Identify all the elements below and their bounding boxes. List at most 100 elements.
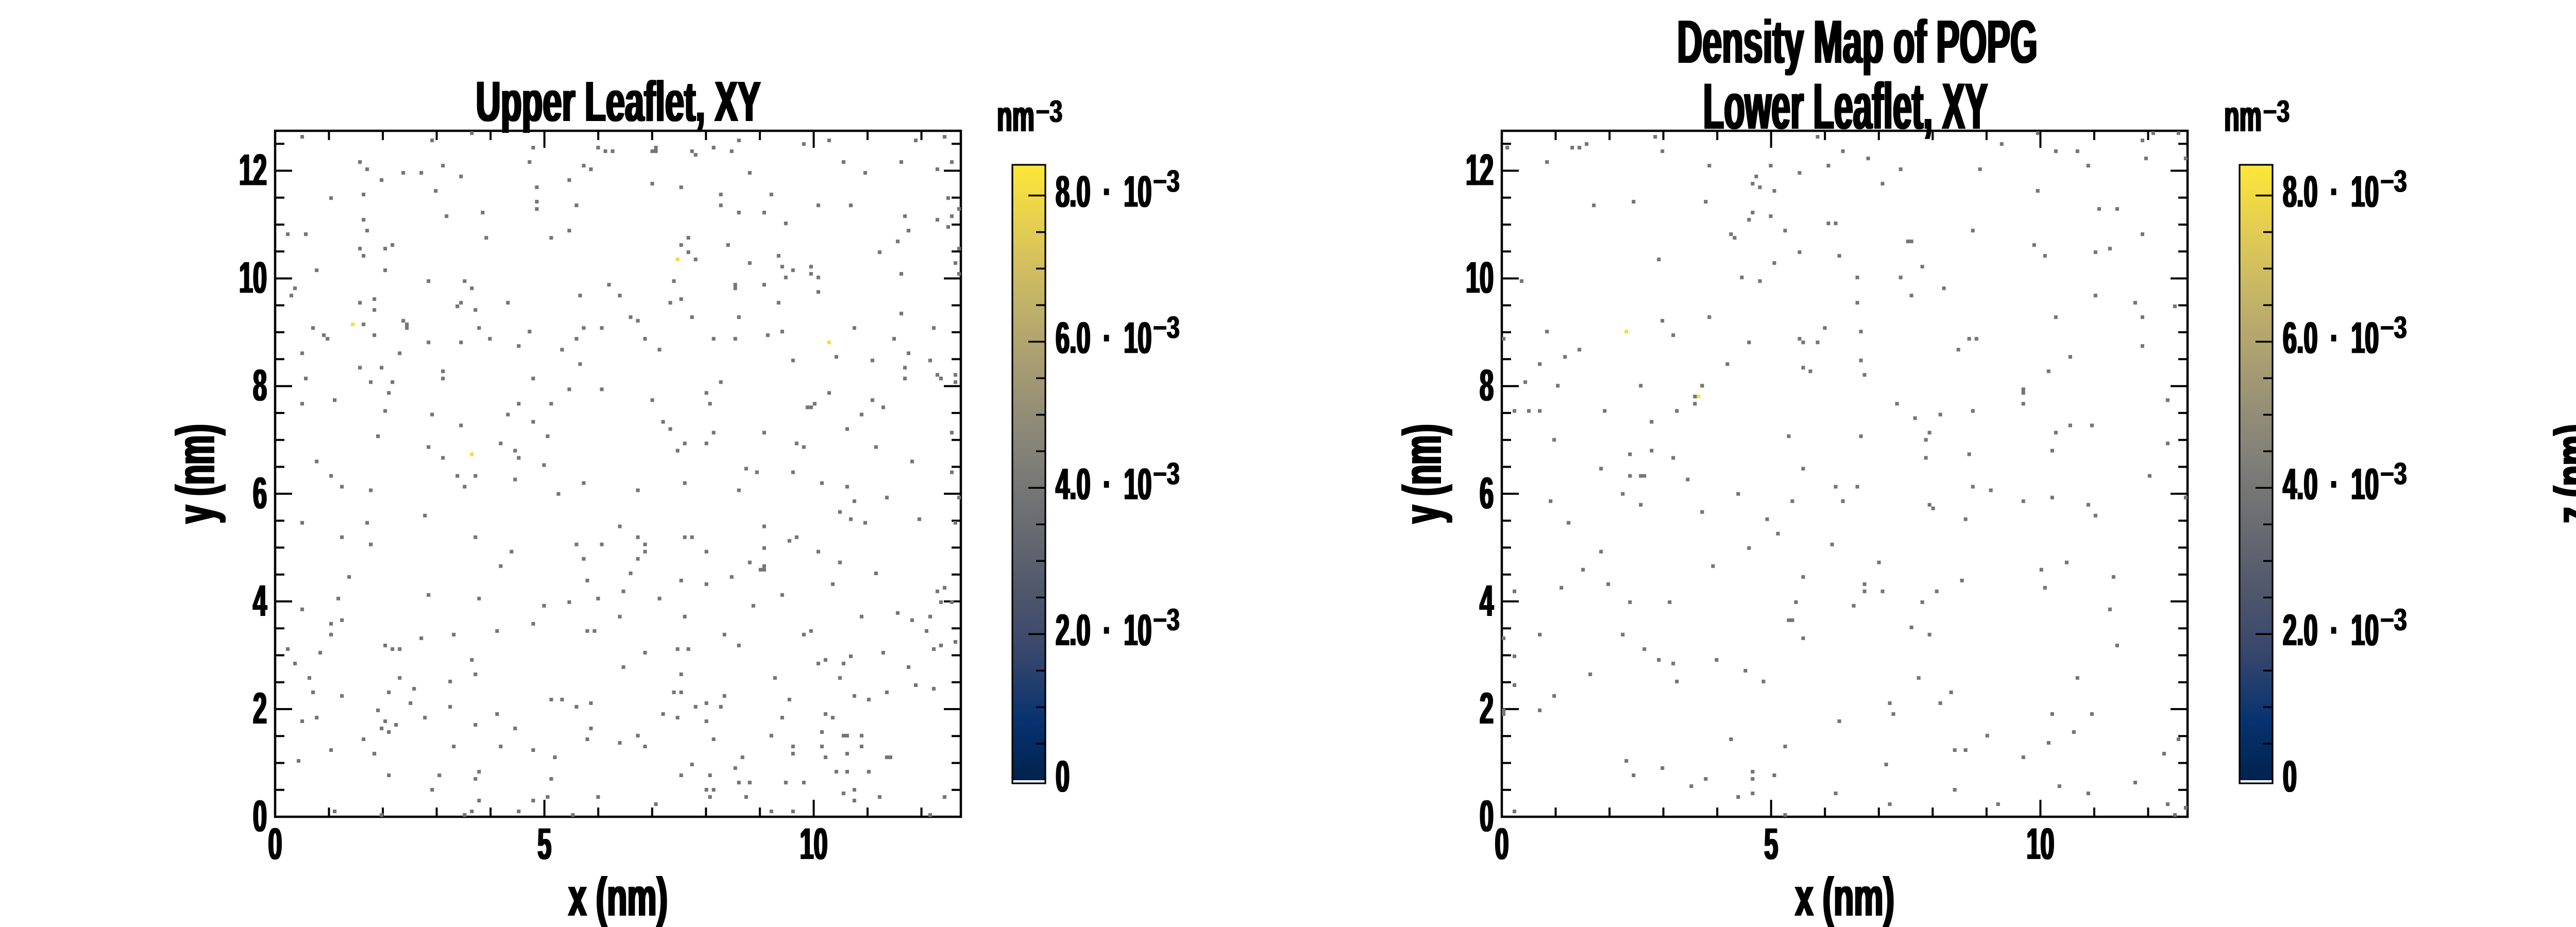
svg-text:−3: −3 xyxy=(2380,457,2406,491)
svg-text:4: 4 xyxy=(253,576,267,625)
svg-text:6.0 · 10: 6.0 · 10 xyxy=(1057,313,1153,363)
svg-text:2: 2 xyxy=(1480,683,1494,733)
svg-text:nm: nm xyxy=(2224,91,2262,141)
svg-text:10: 10 xyxy=(2026,819,2054,868)
svg-text:z (nm): z (nm) xyxy=(2543,424,2576,524)
svg-text:Upper Leaflet, XY: Upper Leaflet, XY xyxy=(477,71,762,133)
svg-text:8.0 · 10: 8.0 · 10 xyxy=(1055,167,1151,216)
svg-text:−3: −3 xyxy=(2380,603,2406,638)
svg-text:Lower Leaflet, XY: Lower Leaflet, XY xyxy=(1704,70,1989,143)
svg-text:y (nm): y (nm) xyxy=(165,425,226,524)
svg-text:10: 10 xyxy=(2026,819,2054,868)
svg-text:y (nm): y (nm) xyxy=(165,424,226,524)
svg-text:−3: −3 xyxy=(2381,164,2408,199)
svg-text:4.0 · 10: 4.0 · 10 xyxy=(1056,459,1151,509)
svg-text:−3: −3 xyxy=(1036,95,1062,129)
svg-text:12: 12 xyxy=(1466,145,1494,195)
svg-text:−3: −3 xyxy=(2380,603,2406,638)
svg-text:6: 6 xyxy=(253,468,267,518)
svg-text:−3: −3 xyxy=(2380,164,2406,199)
svg-text:0: 0 xyxy=(1494,819,1508,868)
svg-text:4: 4 xyxy=(1479,576,1493,625)
svg-text:4: 4 xyxy=(253,576,267,625)
svg-text:0: 0 xyxy=(268,819,282,868)
svg-text:8: 8 xyxy=(1480,360,1494,410)
svg-text:6.0 · 10: 6.0 · 10 xyxy=(2284,313,2380,363)
svg-text:−3: −3 xyxy=(2263,95,2290,129)
svg-text:y (nm): y (nm) xyxy=(1392,425,1453,524)
svg-text:8.0 · 10: 8.0 · 10 xyxy=(2282,167,2378,216)
svg-text:0: 0 xyxy=(253,791,267,840)
svg-text:5: 5 xyxy=(537,819,551,868)
svg-text:6.0 · 10: 6.0 · 10 xyxy=(2283,313,2379,363)
svg-text:6.0 · 10: 6.0 · 10 xyxy=(1056,313,1151,363)
svg-text:4.0 · 10: 4.0 · 10 xyxy=(2282,459,2378,509)
svg-text:−3: −3 xyxy=(2381,457,2408,491)
svg-text:Density Map of POPG: Density Map of POPG xyxy=(1676,7,2037,76)
svg-text:−3: −3 xyxy=(1154,603,1180,638)
svg-text:6.0 · 10: 6.0 · 10 xyxy=(2282,313,2378,363)
svg-text:Density Map of POPG: Density Map of POPG xyxy=(1678,7,2039,76)
svg-text:12: 12 xyxy=(1466,145,1494,195)
svg-text:−3: −3 xyxy=(2380,311,2406,345)
svg-text:0: 0 xyxy=(267,819,281,868)
svg-text:8: 8 xyxy=(253,360,267,410)
svg-text:0: 0 xyxy=(2282,751,2296,801)
svg-text:5: 5 xyxy=(538,819,552,868)
svg-text:−3: −3 xyxy=(2380,164,2406,199)
svg-text:5: 5 xyxy=(1765,819,1779,868)
svg-text:6: 6 xyxy=(1480,468,1494,518)
svg-text:nm: nm xyxy=(2225,91,2263,141)
svg-text:10: 10 xyxy=(1466,253,1494,302)
svg-text:2: 2 xyxy=(252,683,266,733)
svg-text:x (nm): x (nm) xyxy=(1794,866,1893,927)
svg-text:y (nm): y (nm) xyxy=(165,423,226,523)
svg-text:6.0 · 10: 6.0 · 10 xyxy=(1055,313,1151,363)
svg-text:−3: −3 xyxy=(2381,311,2408,345)
svg-text:−3: −3 xyxy=(2264,95,2290,129)
svg-text:10: 10 xyxy=(239,253,267,302)
svg-text:−3: −3 xyxy=(1153,311,1179,345)
svg-text:2.0 · 10: 2.0 · 10 xyxy=(1056,606,1151,655)
svg-text:0: 0 xyxy=(1055,751,1069,801)
svg-text:0: 0 xyxy=(1495,819,1509,868)
svg-text:8.0 · 10: 8.0 · 10 xyxy=(1056,167,1151,216)
svg-text:0: 0 xyxy=(2283,751,2297,801)
svg-text:Upper Leaflet, XY: Upper Leaflet, XY xyxy=(476,71,761,133)
svg-text:−3: −3 xyxy=(1153,311,1179,345)
svg-text:y (nm): y (nm) xyxy=(1392,424,1453,524)
svg-text:0: 0 xyxy=(1479,791,1493,840)
svg-text:2.0 · 10: 2.0 · 10 xyxy=(2282,606,2378,655)
svg-text:Upper Leaflet, XY: Upper Leaflet, XY xyxy=(475,71,760,133)
svg-text:6: 6 xyxy=(252,468,266,518)
svg-text:−3: −3 xyxy=(1153,164,1179,199)
svg-text:8.0 · 10: 8.0 · 10 xyxy=(2283,167,2379,216)
svg-text:0: 0 xyxy=(269,819,283,868)
svg-text:Density Map of POPG: Density Map of POPG xyxy=(1677,7,2038,76)
svg-text:0: 0 xyxy=(1480,791,1494,840)
svg-text:8.0 · 10: 8.0 · 10 xyxy=(1057,167,1153,216)
svg-text:4.0 · 10: 4.0 · 10 xyxy=(1055,459,1151,509)
svg-text:8.0 · 10: 8.0 · 10 xyxy=(2284,167,2380,216)
svg-text:0: 0 xyxy=(252,791,266,840)
svg-text:2: 2 xyxy=(1479,683,1493,733)
svg-text:5: 5 xyxy=(1764,819,1777,868)
svg-text:2: 2 xyxy=(253,683,267,733)
svg-text:4: 4 xyxy=(1480,576,1494,625)
svg-text:nm: nm xyxy=(2224,91,2261,141)
svg-text:−3: −3 xyxy=(1037,95,1063,129)
svg-text:nm: nm xyxy=(996,91,1034,141)
svg-text:0: 0 xyxy=(1057,751,1071,801)
svg-text:10: 10 xyxy=(1465,253,1493,302)
svg-text:−3: −3 xyxy=(2263,95,2289,129)
svg-text:10: 10 xyxy=(2027,819,2055,868)
svg-text:4.0 · 10: 4.0 · 10 xyxy=(1057,459,1153,509)
svg-text:−3: −3 xyxy=(1153,164,1179,199)
svg-text:10: 10 xyxy=(800,819,827,868)
svg-text:10: 10 xyxy=(240,253,267,302)
svg-text:Lower Leaflet, XY: Lower Leaflet, XY xyxy=(1703,70,1988,143)
svg-text:8: 8 xyxy=(253,360,267,410)
svg-text:8: 8 xyxy=(1479,360,1493,410)
svg-text:−3: −3 xyxy=(2380,311,2406,345)
svg-text:z (nm): z (nm) xyxy=(2543,425,2576,524)
